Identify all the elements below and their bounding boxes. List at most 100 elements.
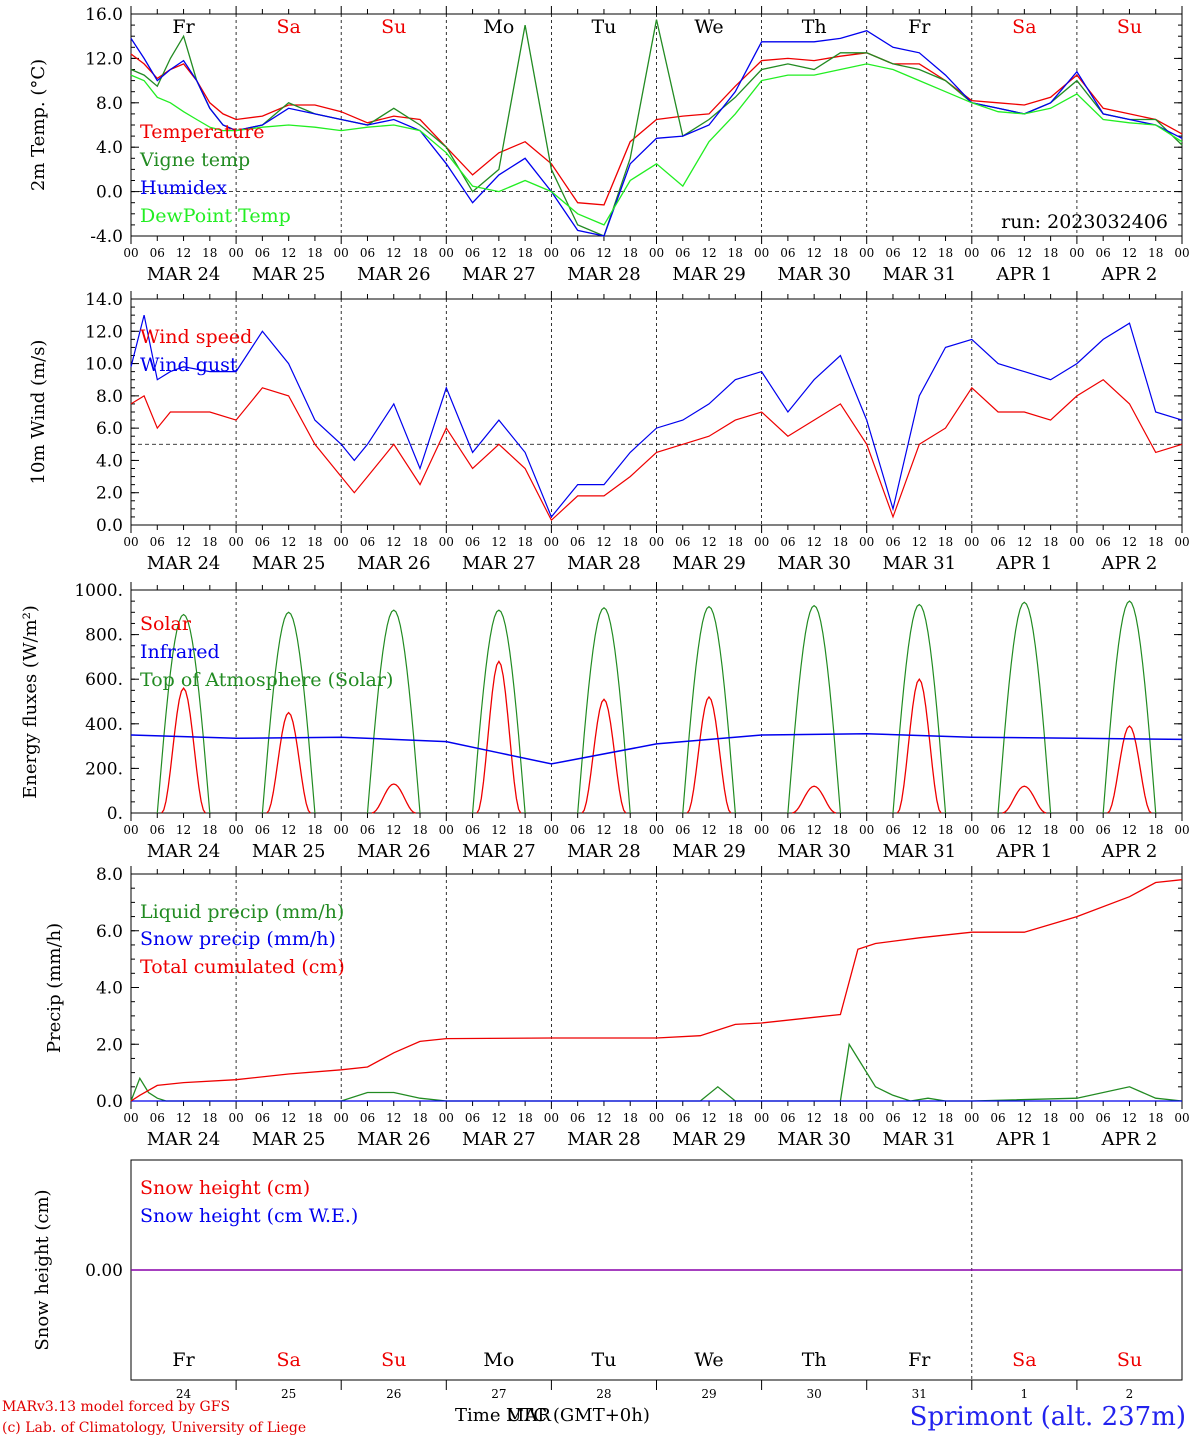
y-tick-label: 0.0 <box>96 1092 123 1112</box>
hour-tick-label: 12 <box>1017 535 1032 549</box>
hour-tick-label: 12 <box>491 1111 506 1125</box>
hour-tick-label: 12 <box>596 246 611 260</box>
legend-entry: DewPoint Temp <box>140 205 291 227</box>
y-tick-label: -4.0 <box>90 227 123 247</box>
hour-tick-label: 12 <box>386 246 401 260</box>
date-label: MAR 29 <box>672 1129 746 1150</box>
hour-tick-label: 06 <box>360 823 375 837</box>
y-tick-label: 2.0 <box>96 1035 123 1055</box>
date-label: MAR 26 <box>357 841 431 862</box>
hour-tick-label: 06 <box>780 535 795 549</box>
date-label: MAR 25 <box>252 1129 326 1150</box>
hour-tick-label: 12 <box>491 535 506 549</box>
y-tick-label: 8.0 <box>96 94 123 114</box>
solar-curve <box>161 686 206 814</box>
hour-tick-label: 06 <box>570 823 585 837</box>
hour-tick-label: 18 <box>1043 1111 1058 1125</box>
hour-tick-label: 18 <box>412 1111 427 1125</box>
date-label: MAR 26 <box>357 553 431 574</box>
meteogram: 00 06 12 18 00 06 12 18 00 06 12 18 00 06 12 18 00 06 12 18… <box>20 5 1190 1400</box>
hour-tick-label: 00 <box>754 823 769 837</box>
legend-entry: Liquid precip (mm/h) <box>140 901 344 923</box>
panel-5: 0.00 Snow height (cm) Snow height (cm W.E.… <box>32 1159 1183 1400</box>
hour-tick-label: 12 <box>1017 823 1032 837</box>
hour-tick-label: 18 <box>623 823 638 837</box>
hour-tick-label: 18 <box>1148 535 1163 549</box>
date-label: MAR 25 <box>252 841 326 862</box>
date-label: MAR 30 <box>777 264 851 285</box>
date-label: APR 2 <box>1101 553 1158 574</box>
hour-tick-label: 18 <box>728 1111 743 1125</box>
date-label: MAR 28 <box>567 264 641 285</box>
hour-tick-label: 06 <box>150 823 165 837</box>
hour-tick-label: 18 <box>1043 246 1058 260</box>
day-number: 24 <box>176 1387 192 1400</box>
hour-tick-label: 06 <box>1096 535 1111 549</box>
hour-tick-label: 06 <box>360 535 375 549</box>
hour-tick-label: 18 <box>938 823 953 837</box>
infrared-line <box>130 733 1183 765</box>
date-label: MAR 24 <box>147 841 221 862</box>
hour-tick-label: 00 <box>228 535 243 549</box>
hour-tick-label: 00 <box>334 535 349 549</box>
y-axis-label: Precip (mm/h) <box>44 923 65 1053</box>
legend-entry: Top of Atmosphere (Solar) <box>140 669 393 691</box>
panel-3: 00 06 12 18 00 06 12 18 00 06 12 18 00 06 12 18 00 06 12 18… <box>20 581 1190 862</box>
hour-tick-label: 00 <box>1174 823 1189 837</box>
hour-tick-label: 18 <box>623 535 638 549</box>
hour-tick-label: 00 <box>544 823 559 837</box>
weekday-label: Mo <box>483 1349 514 1371</box>
solar-curve <box>371 783 416 814</box>
date-label: MAR 27 <box>462 1129 536 1150</box>
time-axis-label-text: Time UTC (GMT+0h) <box>455 1405 650 1426</box>
weekday-label: Tu <box>591 1349 616 1371</box>
y-tick-label: 0.0 <box>96 183 123 203</box>
hour-tick-label: 06 <box>570 535 585 549</box>
hour-tick-label: 18 <box>412 823 427 837</box>
y-tick-label: 1000. <box>74 581 123 601</box>
hour-tick-label: 06 <box>885 246 900 260</box>
hour-tick-label: 06 <box>675 823 690 837</box>
hour-tick-label: 12 <box>281 823 296 837</box>
hour-tick-label: 00 <box>649 823 664 837</box>
y-tick-label: 10.0 <box>85 355 123 375</box>
hour-tick-label: 18 <box>412 535 427 549</box>
hour-tick-label: 18 <box>1148 246 1163 260</box>
legend-entry: Snow height (cm) <box>140 1177 310 1199</box>
hour-tick-label: 06 <box>1096 823 1111 837</box>
hour-tick-label: 12 <box>281 246 296 260</box>
y-tick-label: 0.0 <box>96 516 123 536</box>
y-tick-label: 2.0 <box>96 484 123 504</box>
series-line <box>130 63 1183 226</box>
hour-tick-label: 12 <box>386 1111 401 1125</box>
hour-tick-label: 06 <box>255 535 270 549</box>
panel-1: 00 06 12 18 00 06 12 18 00 06 12 18 00 06 12 18 00 06 12 18… <box>28 5 1190 285</box>
hour-tick-label: 12 <box>1122 1111 1137 1125</box>
date-label: APR 1 <box>995 1129 1052 1150</box>
weekday-label: We <box>694 1349 723 1371</box>
hour-tick-label: 18 <box>833 1111 848 1125</box>
date-label: MAR 25 <box>252 264 326 285</box>
model-credit: MARv3.13 model forced by GFS <box>2 1399 231 1415</box>
y-tick-label: 4.0 <box>96 451 123 471</box>
y-tick-label: 8.0 <box>96 865 123 885</box>
weekday-label: Fr <box>172 16 195 38</box>
hour-tick-label: 18 <box>307 535 322 549</box>
hour-tick-label: 12 <box>807 535 822 549</box>
hour-tick-label: 12 <box>701 246 716 260</box>
date-label: MAR 30 <box>777 841 851 862</box>
hour-tick-label: 12 <box>1122 246 1137 260</box>
solar-curve <box>792 785 837 814</box>
hour-tick-label: 18 <box>623 246 638 260</box>
hour-tick-label: 00 <box>228 1111 243 1125</box>
hour-tick-label: 00 <box>964 823 979 837</box>
hour-tick-label: 00 <box>123 823 138 837</box>
day-number: 27 <box>491 1387 506 1400</box>
hour-tick-label: 00 <box>439 535 454 549</box>
date-label: APR 2 <box>1101 264 1158 285</box>
y-tick-label: 600. <box>85 670 123 690</box>
hour-tick-label: 00 <box>544 535 559 549</box>
date-label: MAR 28 <box>567 553 641 574</box>
y-tick-label: 4.0 <box>96 138 123 158</box>
solar-curve <box>1002 785 1047 814</box>
